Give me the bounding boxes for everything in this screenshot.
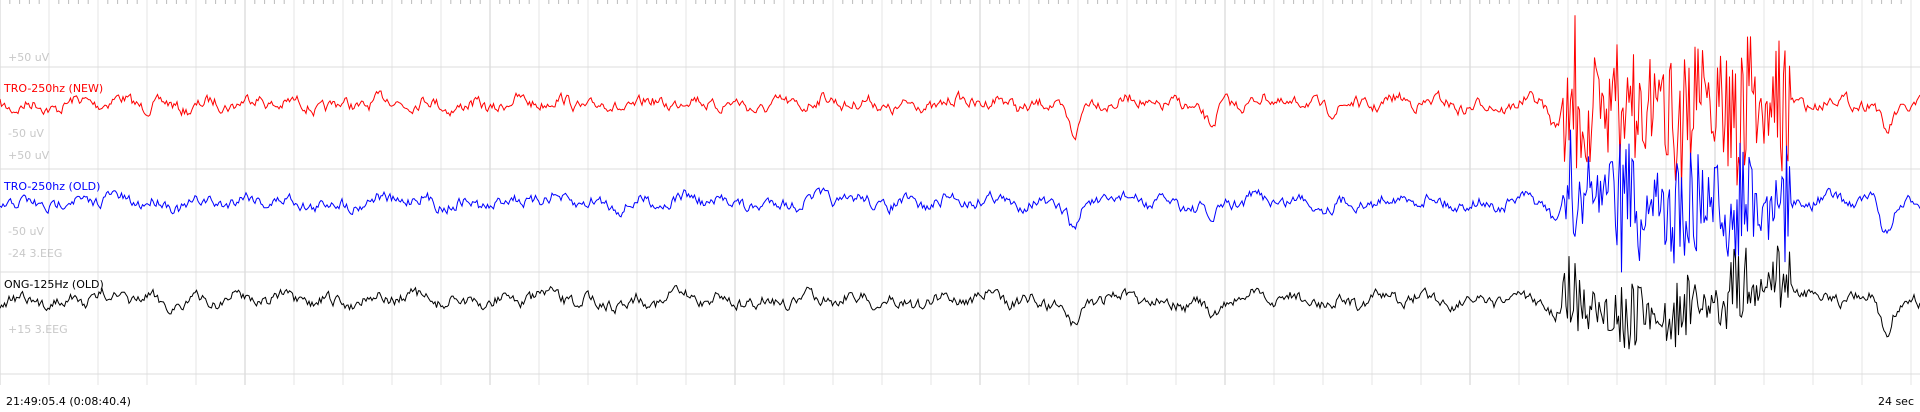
trace <box>0 245 1920 350</box>
scale-upper: +50 uV <box>8 51 50 64</box>
channel-name: ONG-125Hz (OLD) <box>4 278 104 291</box>
window-length: 24 sec <box>1878 395 1914 408</box>
scale-lower: +15 3.EEG <box>8 323 68 336</box>
timestamp: 21:49:05.4 (0:08:40.4) <box>6 395 131 408</box>
channel-name: TRO-250hz (OLD) <box>3 180 100 193</box>
channel-name: TRO-250hz (NEW) <box>3 82 103 95</box>
grid <box>0 0 1920 385</box>
scale-upper: +50 uV <box>8 149 50 162</box>
labels: +50 uV TRO-250hz (NEW) -50 uV +50 uV TRO-250… <box>3 51 104 336</box>
traces <box>0 15 1920 350</box>
scale-lower: -50 uV <box>8 127 44 140</box>
scale-upper: -24 3.EEG <box>8 247 62 260</box>
scale-lower: -50 uV <box>8 225 44 238</box>
trace <box>0 129 1920 273</box>
trace <box>0 15 1920 189</box>
